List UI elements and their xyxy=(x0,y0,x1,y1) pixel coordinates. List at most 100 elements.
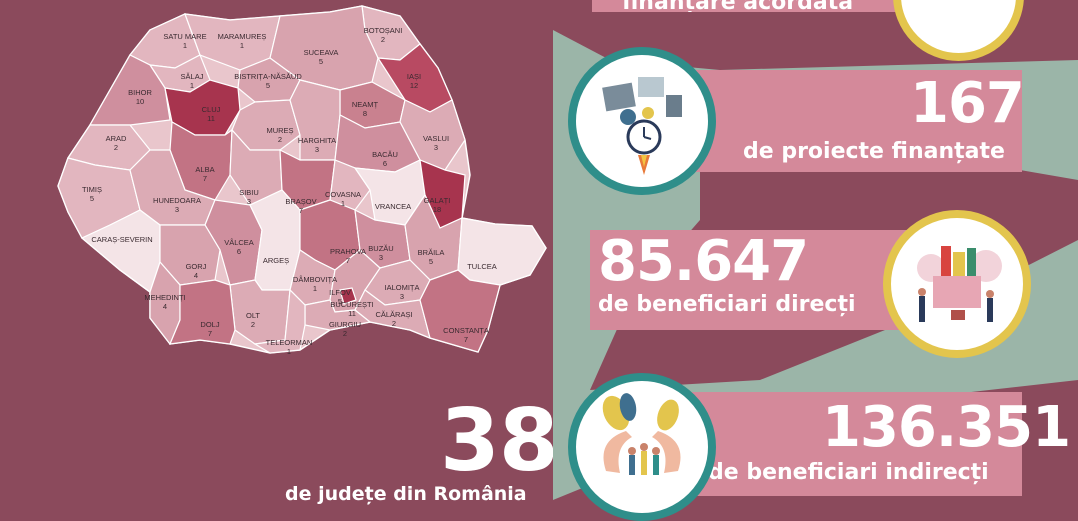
county-label: ARAD 2 xyxy=(106,134,127,152)
county-value: 1 xyxy=(312,284,318,293)
county-value: 2 xyxy=(342,329,348,338)
county-label: VRANCEA xyxy=(375,202,411,211)
county-label: BACĂU 6 xyxy=(372,150,398,168)
counties-caption: de județe din România xyxy=(285,483,527,505)
county-label: BUCUREȘTI 11 xyxy=(330,300,373,318)
county-name: BACĂU xyxy=(372,150,398,159)
county-value: 5 xyxy=(89,194,95,203)
county-name: MEHEDINȚI xyxy=(144,293,186,302)
county-name: BOTOȘANI xyxy=(363,26,403,35)
county-value: 7 xyxy=(463,335,469,344)
county-shape-covasna xyxy=(329,159,371,211)
county-label: COVASNA 1 xyxy=(325,190,361,208)
county-value: 11 xyxy=(348,309,356,318)
county-name: GIURGIU xyxy=(328,320,362,329)
indirect-circle xyxy=(568,373,716,521)
county-label: BIHOR 10 xyxy=(128,88,152,106)
county-label: HUNEDOARA 3 xyxy=(153,196,201,214)
county-label: DÂMBOVIȚA 1 xyxy=(293,275,337,293)
projects-banner xyxy=(680,70,1022,172)
county-label: TULCEA xyxy=(467,262,497,271)
county-value: 5 xyxy=(337,297,343,306)
county-name: DOLJ xyxy=(200,320,220,329)
county-name: BISTRIȚA-NĂSĂUD xyxy=(234,72,302,81)
county-value: 3 xyxy=(399,292,405,301)
county-name: COVASNA xyxy=(324,190,362,199)
county-name: TULCEA xyxy=(467,262,497,271)
county-value: 6 xyxy=(382,159,388,168)
county-name: NEAMȚ xyxy=(351,100,379,109)
county-label: SUCEAVA 5 xyxy=(304,48,339,66)
county-label: BRĂILA 5 xyxy=(418,248,445,266)
community-care-icon xyxy=(602,393,681,475)
county-value: 1 xyxy=(340,199,346,208)
counties-number: 38 xyxy=(440,391,559,491)
county-name: GORJ xyxy=(185,262,207,271)
county-value: 2 xyxy=(113,143,119,152)
county-value: 2 xyxy=(277,135,283,144)
county-label: TIMIȘ 5 xyxy=(82,185,102,203)
county-label: MUREȘ 2 xyxy=(266,126,293,144)
top-banner: finanțare acordată xyxy=(592,0,897,12)
projects-number: 167 xyxy=(910,71,1025,136)
county-name: CLUJ xyxy=(201,105,221,114)
county-label: ARGEȘ xyxy=(263,256,289,265)
county-value: 11 xyxy=(207,114,215,123)
county-label: GIURGIU 2 xyxy=(329,320,361,338)
county-value: 4 xyxy=(193,271,199,280)
county-name: BIHOR xyxy=(128,88,152,97)
top-banner-text: finanțare acordată xyxy=(622,0,853,12)
direct-caption: de beneficiari direcți xyxy=(598,292,856,317)
county-name: MUREȘ xyxy=(266,126,294,135)
county-name: BRAȘOV xyxy=(285,197,317,206)
county-label: GALAȚI 18 xyxy=(424,196,451,214)
county-value: 7 xyxy=(345,256,351,265)
county-label: CONSTANȚA 7 xyxy=(443,326,489,344)
county-label: BUZĂU 3 xyxy=(368,244,393,262)
county-label: MEHEDINȚI 4 xyxy=(144,293,185,311)
food-donation-icon xyxy=(917,246,1002,322)
county-value: 1 xyxy=(286,347,292,356)
county-name: SĂLAJ xyxy=(180,72,204,81)
county-shape-dolj xyxy=(169,279,236,345)
county-value: 3 xyxy=(433,143,439,152)
county-value: 18 xyxy=(432,205,442,214)
county-value: 10 xyxy=(135,97,145,106)
county-name: TELEORMAN xyxy=(265,338,313,347)
county-name: IAȘI xyxy=(406,72,422,81)
direct-banner xyxy=(590,230,920,330)
county-label: MARAMUREȘ 1 xyxy=(218,32,267,50)
project-planning-icon xyxy=(602,77,682,175)
county-label: IAȘI 12 xyxy=(407,72,421,90)
county-label: CLUJ 11 xyxy=(202,105,221,123)
county-label: TELEORMAN 1 xyxy=(266,338,313,356)
county-shape-bucuresti xyxy=(339,287,357,305)
direct-number: 85.647 xyxy=(598,229,809,294)
county-label: NEAMȚ 8 xyxy=(352,100,378,118)
county-value: 1 xyxy=(182,41,188,50)
county-name: IALOMIȚA xyxy=(384,283,420,292)
county-value: 3 xyxy=(246,197,252,206)
county-name: ILFOV xyxy=(329,288,351,297)
county-name: PRAHOVA xyxy=(329,247,367,256)
projects-circle xyxy=(568,47,716,195)
county-label: ALBA 7 xyxy=(195,165,214,183)
county-value: 5 xyxy=(265,81,271,90)
county-value: 12 xyxy=(409,81,419,90)
county-value: 3 xyxy=(314,145,320,154)
map-panel: SATU MARE 1 MARAMUREȘ 1 BOTOȘANI 2 SUCEAVA 5 SĂL… xyxy=(57,5,559,505)
county-shape-teleorman xyxy=(253,288,306,354)
county-name: ALBA xyxy=(195,165,215,174)
county-value: 6 xyxy=(236,247,242,256)
county-label: CARAȘ-SEVERIN xyxy=(91,235,152,244)
county-value: 2 xyxy=(391,319,397,328)
direct-circle xyxy=(883,210,1031,358)
county-name: VÂLCEA xyxy=(224,238,254,247)
county-value: 7 xyxy=(202,174,208,183)
county-name: BRĂILA xyxy=(417,248,445,257)
county-name: GALAȚI xyxy=(423,196,451,205)
county-label: VASLUI 3 xyxy=(423,134,449,152)
county-value: 2 xyxy=(380,35,386,44)
county-name: HUNEDOARA xyxy=(153,196,201,205)
county-name: CONSTANȚA xyxy=(443,326,489,335)
